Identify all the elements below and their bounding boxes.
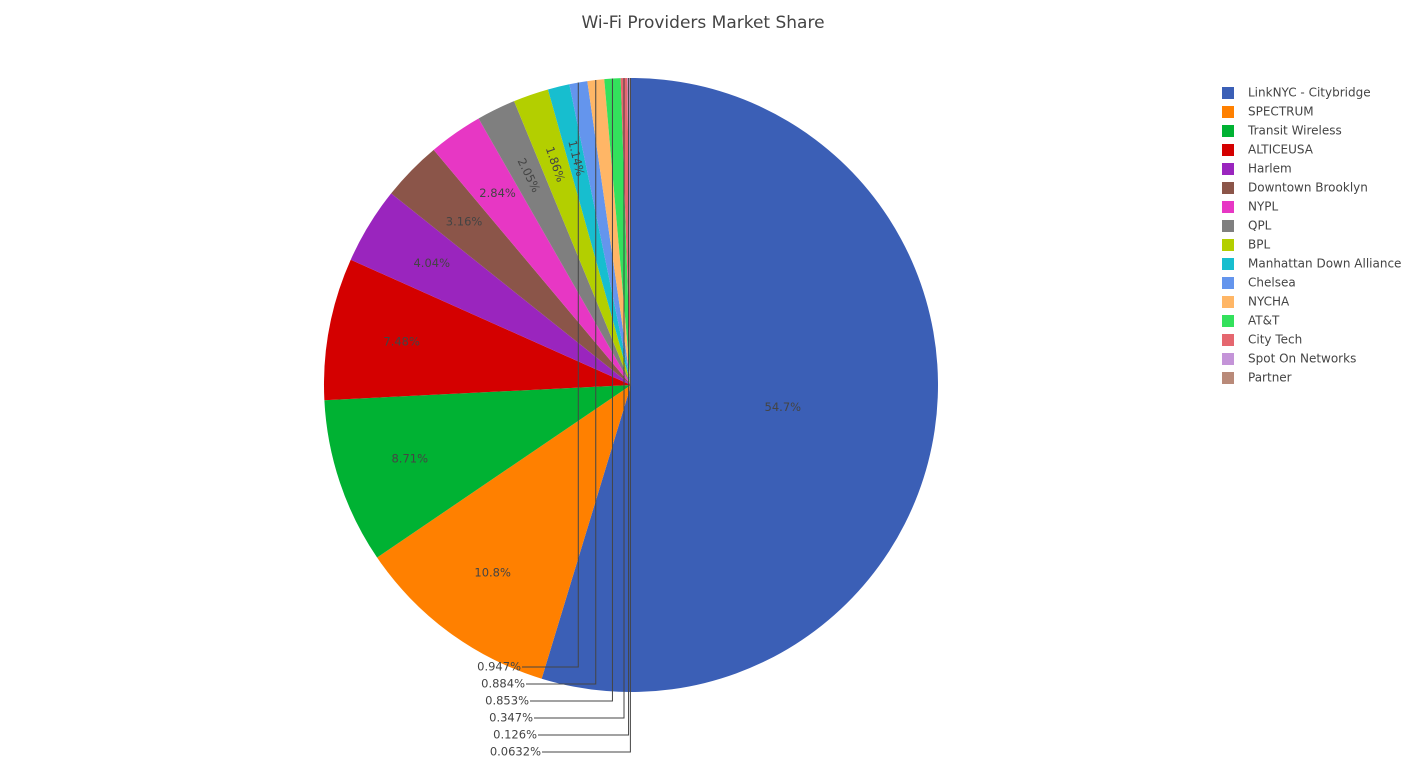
slice-label-spot-on-networks: 0.126% xyxy=(493,728,537,742)
legend-item-chelsea[interactable]: Chelsea xyxy=(1222,276,1296,290)
slice-label-at-t: 0.853% xyxy=(485,694,529,708)
pie-slice-qpl[interactable] xyxy=(478,101,631,385)
legend-label: City Tech xyxy=(1248,333,1302,347)
legend-item-transit-wireless[interactable]: Transit Wireless xyxy=(1222,124,1342,138)
legend-label: BPL xyxy=(1248,238,1270,252)
pie-slice-chelsea[interactable] xyxy=(569,81,631,386)
pie-inside-labels: 54.7%10.8%8.71%7.48%4.04%3.16%2.84%2.05%… xyxy=(383,139,801,580)
slice-label-downtown-brooklyn: 3.16% xyxy=(446,215,483,229)
legend-label: Spot On Networks xyxy=(1248,352,1356,366)
legend-label: NYPL xyxy=(1248,200,1279,214)
legend-label: LinkNYC - Citybridge xyxy=(1248,86,1371,100)
legend-label: Chelsea xyxy=(1248,276,1296,290)
legend-swatch xyxy=(1222,106,1234,118)
slice-label-nycha: 0.884% xyxy=(481,677,525,691)
legend: LinkNYC - Citybridge SPECTRUM Transit Wire… xyxy=(1222,86,1401,385)
legend-swatch xyxy=(1222,353,1234,365)
leader-line-city-tech xyxy=(534,78,625,719)
legend-item-qpl[interactable]: QPL xyxy=(1222,219,1272,233)
slice-label-spectrum: 10.8% xyxy=(474,565,511,579)
legend-swatch xyxy=(1222,296,1234,308)
slice-label-chelsea: 0.947% xyxy=(477,660,521,674)
pie-slice-downtown-brooklyn[interactable] xyxy=(391,149,631,385)
legend-label: AT&T xyxy=(1248,314,1280,328)
pie-slice-alticeusa[interactable] xyxy=(324,259,631,401)
legend-item-nypl[interactable]: NYPL xyxy=(1222,200,1279,214)
slice-label-nypl: 2.84% xyxy=(479,186,516,200)
chart-title: Wi-Fi Providers Market Share xyxy=(581,13,824,33)
legend-item-spectrum[interactable]: SPECTRUM xyxy=(1222,105,1314,119)
legend-label: Downtown Brooklyn xyxy=(1248,181,1368,195)
leader-line-nycha xyxy=(526,80,597,685)
legend-item-city-tech[interactable]: City Tech xyxy=(1222,333,1302,347)
leader-line-at-t xyxy=(530,78,613,702)
pie-slice-manhattan-down-alliance[interactable] xyxy=(547,84,631,385)
legend-item-downtown-brooklyn[interactable]: Downtown Brooklyn xyxy=(1222,181,1368,195)
pie-slice-harlem[interactable] xyxy=(350,193,631,385)
legend-item-alticeusa[interactable]: ALTICEUSA xyxy=(1222,143,1314,157)
legend-item-linknyc-citybridge[interactable]: LinkNYC - Citybridge xyxy=(1222,86,1371,100)
slice-label-alticeusa: 7.48% xyxy=(383,335,420,349)
slice-label-partner: 0.0632% xyxy=(490,745,541,758)
legend-swatch xyxy=(1222,144,1234,156)
pie-slice-nypl[interactable] xyxy=(433,118,631,386)
pie-slice-nycha[interactable] xyxy=(587,79,631,385)
legend-swatch xyxy=(1222,239,1234,251)
legend-label: Manhattan Down Alliance xyxy=(1248,257,1401,271)
legend-label: NYCHA xyxy=(1248,295,1290,309)
legend-item-bpl[interactable]: BPL xyxy=(1222,238,1270,252)
legend-label: ALTICEUSA xyxy=(1248,143,1314,157)
leader-line-partner xyxy=(542,78,631,753)
pie-outside-labels: 0.947% 0.884% 0.853% 0.347% 0.126% 0.0632% xyxy=(477,78,631,758)
legend-item-partner[interactable]: Partner xyxy=(1222,371,1292,385)
pie-slice-linknyc-citybridge[interactable] xyxy=(541,78,939,693)
legend-swatch xyxy=(1222,125,1234,137)
legend-swatch xyxy=(1222,258,1234,270)
legend-swatch xyxy=(1222,315,1234,327)
slice-label-transit-wireless: 8.71% xyxy=(391,452,428,466)
legend-swatch xyxy=(1222,334,1234,346)
slice-label-city-tech: 0.347% xyxy=(489,711,533,725)
legend-item-nycha[interactable]: NYCHA xyxy=(1222,295,1290,309)
legend-swatch xyxy=(1222,372,1234,384)
legend-label: SPECTRUM xyxy=(1248,105,1314,119)
pie-slices xyxy=(324,78,939,693)
legend-swatch xyxy=(1222,277,1234,289)
leader-line-chelsea xyxy=(522,82,579,668)
legend-label: Partner xyxy=(1248,371,1292,385)
leader-line-spot-on-networks xyxy=(538,78,630,736)
pie-slice-transit-wireless[interactable] xyxy=(324,385,631,558)
legend-label: Transit Wireless xyxy=(1247,124,1342,138)
legend-label: QPL xyxy=(1248,219,1272,233)
pie-slice-spectrum[interactable] xyxy=(377,385,631,679)
legend-swatch xyxy=(1222,87,1234,99)
legend-swatch xyxy=(1222,220,1234,232)
legend-item-at-t[interactable]: AT&T xyxy=(1222,314,1280,328)
legend-item-spot-on-networks[interactable]: Spot On Networks xyxy=(1222,352,1356,366)
legend-item-manhattan-down-alliance[interactable]: Manhattan Down Alliance xyxy=(1222,257,1401,271)
slice-label-linknyc-citybridge: 54.7% xyxy=(765,400,802,414)
slice-label-harlem: 4.04% xyxy=(413,256,450,270)
pie-slice-bpl[interactable] xyxy=(514,89,631,386)
legend-item-harlem[interactable]: Harlem xyxy=(1222,162,1292,176)
legend-swatch xyxy=(1222,182,1234,194)
legend-label: Harlem xyxy=(1248,162,1292,176)
legend-swatch xyxy=(1222,201,1234,213)
legend-swatch xyxy=(1222,163,1234,175)
